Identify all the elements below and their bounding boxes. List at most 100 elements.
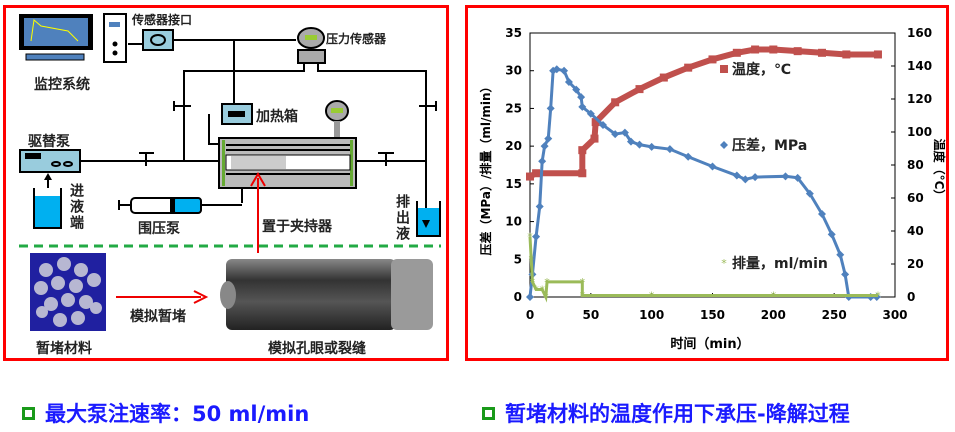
y-tick-label: 5 bbox=[514, 252, 522, 266]
monitor-icon bbox=[19, 14, 93, 61]
x-tick-label: 50 bbox=[582, 308, 599, 322]
confining-pump-icon bbox=[118, 197, 202, 214]
data-point: * bbox=[580, 289, 586, 302]
y-tick-label: 20 bbox=[505, 139, 522, 153]
y2-tick-label: 140 bbox=[907, 59, 932, 73]
legend-label: 排量，ml/min bbox=[732, 255, 828, 272]
inlet-tank-icon bbox=[33, 188, 62, 229]
series-line bbox=[528, 46, 878, 180]
data-point bbox=[751, 45, 760, 54]
data-point bbox=[532, 169, 541, 178]
series-line bbox=[528, 67, 877, 299]
outlet-tank-icon bbox=[416, 201, 441, 237]
data-point bbox=[578, 146, 587, 155]
piping bbox=[47, 39, 437, 223]
data-point bbox=[586, 109, 595, 118]
data-point bbox=[827, 230, 836, 239]
data-point bbox=[635, 85, 644, 94]
bullet-square-icon bbox=[482, 406, 495, 420]
data-point: * bbox=[530, 276, 536, 289]
label-confining-pump: 围压泵 bbox=[138, 221, 180, 237]
core-holder-icon bbox=[218, 137, 357, 189]
label-simulate-hole: 模拟孔眼或裂缝 bbox=[268, 341, 366, 357]
legend-marker: * bbox=[721, 257, 727, 270]
bullet-square-icon bbox=[22, 406, 35, 420]
label-material: 暂堵材料 bbox=[36, 341, 92, 357]
label-heating-box: 加热箱 bbox=[256, 109, 298, 125]
displacement-pump-icon bbox=[19, 149, 81, 173]
data-point bbox=[659, 73, 668, 82]
data-point bbox=[560, 66, 569, 75]
caption-left-text: 最大泵注速率：50 ml/min bbox=[45, 402, 310, 426]
chart-axes: 0 50 100 150 200 250 3000510152025303502040608… bbox=[505, 26, 932, 322]
arrow-up-icon bbox=[44, 173, 52, 180]
y2-tick-label: 40 bbox=[907, 224, 924, 238]
y2-tick-label: 60 bbox=[907, 191, 924, 205]
data-point: * bbox=[543, 291, 549, 304]
data-point: * bbox=[875, 289, 881, 302]
data-point: * bbox=[528, 253, 534, 266]
data-point bbox=[732, 48, 741, 57]
data-point bbox=[611, 98, 620, 107]
data-point: * bbox=[527, 231, 533, 244]
y-tick-label: 15 bbox=[505, 177, 522, 191]
y2-tick-label: 120 bbox=[907, 92, 932, 106]
chart-marks: **** *** ** * * * bbox=[526, 45, 882, 304]
data-point bbox=[591, 118, 600, 127]
y2-tick-label: 100 bbox=[907, 125, 932, 139]
legend-marker bbox=[720, 65, 728, 73]
data-point bbox=[611, 130, 620, 139]
label-displacement-pump: 驱替泵 bbox=[28, 134, 70, 150]
data-point bbox=[590, 134, 599, 143]
data-point: * bbox=[539, 283, 545, 296]
label-outlet: 排出液 bbox=[394, 194, 410, 242]
data-point bbox=[544, 134, 553, 143]
data-point bbox=[599, 121, 607, 130]
y-tick-label: 35 bbox=[505, 26, 522, 40]
y-axis-label: 压差（MPa）/排量（ml/min） bbox=[478, 80, 493, 255]
data-point bbox=[781, 172, 790, 181]
x-axis-label: 时间（min） bbox=[670, 336, 749, 352]
data-point: * bbox=[533, 283, 539, 296]
data-point bbox=[620, 128, 629, 137]
label-pressure-sensor: 压力传感器 bbox=[326, 32, 387, 46]
data-point: * bbox=[544, 276, 550, 289]
arrow-right-icon bbox=[116, 290, 209, 304]
data-point bbox=[577, 93, 586, 102]
data-point bbox=[626, 137, 635, 146]
data-point bbox=[546, 104, 555, 113]
x-tick-label: 250 bbox=[822, 308, 847, 322]
data-point bbox=[732, 171, 741, 180]
data-point bbox=[549, 66, 558, 75]
data-point bbox=[647, 142, 656, 151]
data-point bbox=[535, 202, 544, 211]
sensor-port-icon bbox=[142, 29, 174, 51]
data-point: * bbox=[580, 276, 586, 289]
y-tick-label: 0 bbox=[514, 290, 522, 304]
data-point bbox=[532, 232, 541, 241]
data-point bbox=[540, 142, 549, 151]
y2-tick-label: 160 bbox=[907, 26, 932, 40]
apparatus-diagram bbox=[19, 13, 441, 331]
data-point bbox=[708, 162, 717, 171]
label-inlet: 进液端 bbox=[68, 183, 84, 231]
data-point bbox=[578, 102, 587, 111]
data-point bbox=[769, 45, 778, 54]
data-point bbox=[741, 175, 750, 184]
legend-marker bbox=[720, 141, 728, 149]
y2-tick-label: 80 bbox=[907, 158, 924, 172]
label-holder: 置于夹持器 bbox=[262, 219, 332, 235]
heating-box-icon bbox=[221, 103, 253, 125]
y-tick-label: 10 bbox=[505, 215, 522, 229]
data-point bbox=[805, 189, 814, 198]
data-point bbox=[793, 47, 802, 56]
data-point bbox=[842, 50, 851, 59]
data-point: * bbox=[649, 289, 655, 302]
data-point bbox=[635, 140, 644, 149]
label-monitor: 监控系统 bbox=[34, 77, 90, 93]
data-point bbox=[526, 172, 534, 181]
data-point bbox=[684, 63, 693, 72]
label-simulate-plug: 模拟暂堵 bbox=[130, 309, 186, 325]
plugging-material-photo bbox=[30, 253, 106, 331]
data-point bbox=[684, 152, 693, 161]
